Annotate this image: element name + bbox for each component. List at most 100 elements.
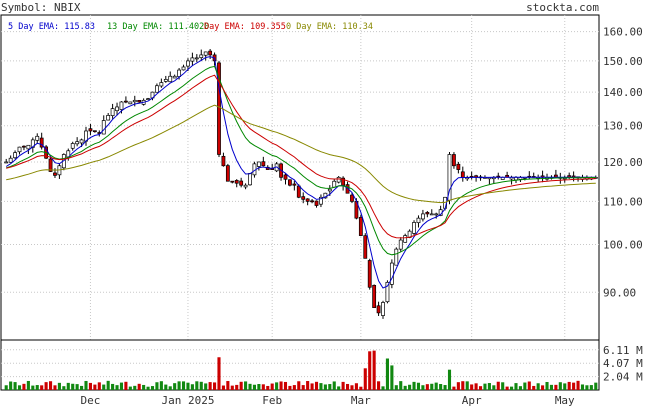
volume-bar <box>84 380 88 390</box>
candle-body <box>124 100 128 103</box>
ema20-line <box>6 74 596 239</box>
volume-bar <box>26 380 30 390</box>
volume-bar <box>354 383 358 390</box>
candle-body <box>310 200 314 203</box>
candle-body <box>190 57 195 62</box>
candle-body <box>22 145 26 148</box>
volume-bar <box>119 382 124 390</box>
volume-bar <box>470 384 474 390</box>
volume-bar <box>17 385 22 390</box>
volume-bar <box>399 381 403 390</box>
volume-bar <box>452 386 456 390</box>
time-tick-label: May <box>555 394 575 406</box>
volume-bar <box>133 385 137 390</box>
candle-body <box>376 305 381 314</box>
volume-tick-label: 4.07 M <box>603 357 643 370</box>
candle-body <box>17 146 22 153</box>
candle-body <box>53 172 57 176</box>
candle-body <box>225 165 230 182</box>
volume-bar <box>594 382 598 390</box>
volume-bar <box>314 381 319 390</box>
volume-bar <box>545 381 549 390</box>
volume-bar <box>359 386 363 390</box>
volume-bar <box>572 382 576 390</box>
volume-bar <box>115 385 119 390</box>
volume-bar <box>97 382 101 390</box>
volume-bar <box>252 384 257 390</box>
ema-lines <box>5 56 596 289</box>
volume-bar <box>57 382 61 390</box>
volume-bar <box>4 385 8 390</box>
volume-bar <box>505 386 509 390</box>
candle-body <box>434 213 439 216</box>
volume-bar <box>416 382 421 390</box>
candle-body <box>296 185 301 198</box>
candle-body <box>292 183 297 186</box>
volume-axis-labels: 6.11 M4.07 M2.04 M <box>603 344 643 384</box>
candle-body <box>416 217 421 224</box>
candle-body <box>301 196 306 200</box>
volume-bar <box>80 385 84 390</box>
volume-bars <box>4 350 598 390</box>
candle-body <box>460 171 465 178</box>
volume-bar <box>319 383 323 390</box>
volume-bar <box>328 384 332 390</box>
candle-body <box>288 179 292 186</box>
candle-body <box>248 173 252 186</box>
volume-bar <box>48 381 53 390</box>
volume-bar <box>412 381 416 390</box>
candle-body <box>230 180 235 183</box>
candle-body <box>332 180 337 188</box>
volume-bar <box>474 383 478 390</box>
volume-bar <box>226 381 230 390</box>
time-axis-labels: Dec Jan 2025 Feb Mar Apr May <box>81 394 576 406</box>
volume-bar <box>563 383 567 390</box>
volume-bar <box>181 381 186 390</box>
volume-tick-label: 6.11 M <box>603 344 643 357</box>
volume-bar <box>487 383 491 390</box>
volume-bar <box>297 381 301 390</box>
candle-body <box>381 302 385 316</box>
volume-bar <box>514 383 518 390</box>
volume-bar <box>93 384 97 390</box>
volume-bar <box>385 358 389 390</box>
time-tick-label: Jan 2025 <box>161 394 214 406</box>
legend-ema50: 0 Day EMA: 110.34 <box>286 22 373 32</box>
candle-body <box>421 213 425 220</box>
volume-bar <box>306 381 310 390</box>
candle-body <box>336 176 341 183</box>
volume-bar <box>270 383 274 390</box>
volume-bar <box>501 382 505 390</box>
volume-bar <box>195 381 199 390</box>
volume-bar <box>150 386 155 390</box>
volume-bar <box>31 385 35 390</box>
volume-bar <box>350 385 354 390</box>
volume-bar <box>62 386 66 390</box>
volume-bar <box>558 382 562 390</box>
candle-body <box>13 152 17 159</box>
ema-legend: 5 Day EMA: 115.83 13 Day EMA: 111.4020 D… <box>8 22 373 32</box>
legend-ema13: 13 Day EMA: 111.4020 <box>107 22 209 32</box>
ema13-line <box>6 65 596 256</box>
volume-bar <box>465 381 469 390</box>
volume-bar <box>35 385 39 390</box>
legend-ema20: Day EMA: 109.355 <box>204 22 286 32</box>
volume-bar <box>168 386 172 390</box>
candle-body <box>394 248 399 266</box>
volume-bar <box>523 382 527 390</box>
volume-bar <box>244 381 248 390</box>
volume-bar <box>377 381 381 390</box>
candle-body <box>425 212 430 215</box>
volume-bar <box>368 351 372 390</box>
volume-bar <box>372 350 376 390</box>
volume-bar <box>208 382 212 390</box>
volume-bar <box>173 383 177 390</box>
volume-bar <box>554 384 558 390</box>
volume-bar <box>261 384 265 390</box>
volume-bar <box>146 386 150 390</box>
candle-body <box>199 54 204 59</box>
candle-body <box>363 235 368 259</box>
candles <box>4 48 598 319</box>
volume-bar <box>266 385 270 390</box>
volume-bar <box>235 384 239 390</box>
